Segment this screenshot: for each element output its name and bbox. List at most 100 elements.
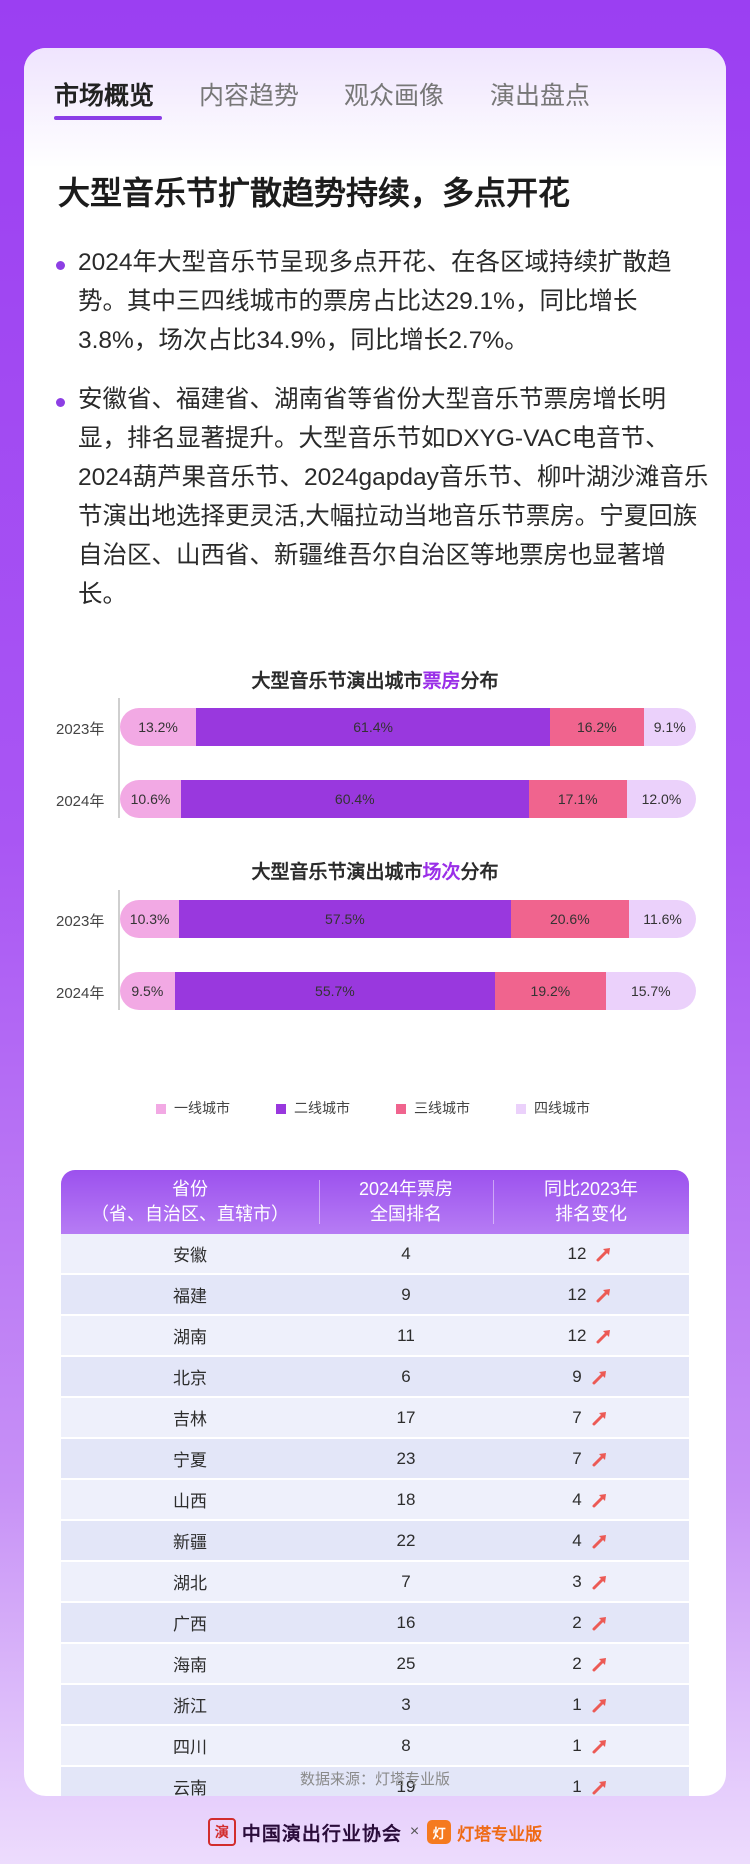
data-label: 12.0% bbox=[641, 791, 682, 807]
data-label: 19.2% bbox=[530, 983, 571, 999]
bar-segment: 15.7% bbox=[605, 972, 696, 1010]
rank-change-value: 4 bbox=[572, 1530, 582, 1550]
cell-rank-change: 1 bbox=[493, 1726, 689, 1765]
table-row: 北京 6 9 bbox=[61, 1357, 689, 1398]
year-label: 2023年 bbox=[56, 721, 105, 738]
cell-province: 云南 bbox=[173, 1779, 207, 1796]
table-body: 安徽 4 12 福建 9 12 湖南 11 12 北京 6 9 吉林 17 7 宁夏 23 7 山西 18 4 新疆 22 4… bbox=[61, 1234, 689, 1796]
rank-change-value: 7 bbox=[572, 1448, 582, 1468]
tab-bar: 市场概览 内容趋势 观众画像 演出盘点 bbox=[24, 48, 726, 128]
cell-rank: 16 bbox=[396, 1612, 416, 1632]
arrow-up-icon bbox=[592, 1698, 606, 1712]
bar-segment: 13.2% bbox=[120, 708, 197, 746]
rank-change-value: 1 bbox=[572, 1694, 582, 1714]
cell-rank: 17 bbox=[396, 1407, 416, 1427]
cell-rank-change: 2 bbox=[493, 1644, 689, 1683]
dengta-logo-text: 灯塔专业版 bbox=[457, 1824, 543, 1844]
cell-rank: 11 bbox=[397, 1325, 415, 1345]
table-row: 浙江 3 1 bbox=[61, 1685, 689, 1726]
arrow-up-icon bbox=[596, 1329, 611, 1343]
legend-item-tier1: 一线城市 bbox=[156, 1098, 230, 1118]
stacked-bar: 9.5% 55.7% 19.2% 15.7% bbox=[120, 972, 696, 1010]
cell-rank: 18 bbox=[396, 1489, 416, 1509]
cell-rank-change: 1 bbox=[493, 1767, 689, 1796]
arrow-up-icon bbox=[596, 1247, 611, 1261]
table-row: 福建 9 12 bbox=[61, 1275, 689, 1316]
arrow-up-icon bbox=[592, 1493, 606, 1507]
association-seal-logo: 演 bbox=[207, 1818, 236, 1846]
rank-change-value: 2 bbox=[572, 1653, 582, 1673]
year-label: 2024年 bbox=[56, 793, 105, 810]
bullet-dot bbox=[56, 261, 65, 270]
year-label: 2023年 bbox=[56, 913, 105, 930]
data-label: 11.6% bbox=[643, 911, 682, 927]
active-tab-indicator bbox=[54, 116, 162, 120]
bar-segment: 20.6% bbox=[510, 900, 630, 938]
bar-segment: 16.2% bbox=[550, 708, 644, 746]
cell-province: 山西 bbox=[173, 1492, 207, 1511]
chart-title-sessions: 大型音乐节演出城市场次分布 bbox=[251, 862, 499, 883]
footer-logos: 演 中国演出行业协会 × 灯 灯塔专业版 bbox=[0, 1812, 750, 1852]
legend-swatch bbox=[396, 1104, 406, 1115]
rank-change-value: 1 bbox=[572, 1735, 582, 1755]
arrow-up-icon bbox=[592, 1780, 606, 1794]
tab-content-trends[interactable]: 内容趋势 bbox=[199, 82, 300, 110]
bar-segment: 17.1% bbox=[528, 780, 627, 818]
data-label: 15.7% bbox=[630, 983, 671, 999]
chart-title-box-office: 大型音乐节演出城市票房分布 bbox=[251, 671, 499, 692]
bar-segment: 9.1% bbox=[643, 708, 696, 746]
data-label: 20.6% bbox=[549, 911, 590, 927]
arrow-up-icon bbox=[596, 1288, 611, 1302]
rank-change-value: 12 bbox=[567, 1284, 587, 1304]
bar-segment: 9.5% bbox=[120, 972, 175, 1010]
header-divider bbox=[493, 1180, 494, 1224]
card-header-gradient bbox=[24, 48, 726, 168]
cell-rank-change: 12 bbox=[493, 1275, 689, 1314]
column-header-rank-change: 同比2023年 排名变化 bbox=[543, 1179, 639, 1224]
bar-segment: 10.3% bbox=[120, 900, 180, 938]
table-row: 云南 19 1 bbox=[61, 1767, 689, 1796]
rank-change-value: 12 bbox=[567, 1243, 587, 1263]
cell-province: 四川 bbox=[173, 1738, 207, 1757]
bar-segment: 10.6% bbox=[120, 780, 181, 818]
tab-performance-review[interactable]: 演出盘点 bbox=[490, 82, 591, 110]
cell-province: 新疆 bbox=[173, 1533, 207, 1552]
table-row: 山西 18 4 bbox=[61, 1480, 689, 1521]
data-label: 9.5% bbox=[131, 983, 164, 999]
table-header: 省份 （省、自治区、直辖市） 2024年票房 全国排名 同比2023年 排名变化 bbox=[61, 1170, 689, 1234]
rank-change-value: 7 bbox=[572, 1407, 582, 1427]
rank-change-value: 2 bbox=[572, 1612, 582, 1632]
cell-province: 湖北 bbox=[173, 1574, 207, 1593]
legend-item-tier4: 四线城市 bbox=[516, 1098, 590, 1118]
tab-audience-profile[interactable]: 观众画像 bbox=[344, 82, 445, 110]
cell-rank-change: 2 bbox=[493, 1603, 689, 1642]
table-row: 安徽 4 12 bbox=[61, 1234, 689, 1275]
cell-rank: 9 bbox=[401, 1284, 411, 1304]
header-divider bbox=[319, 1180, 320, 1224]
association-logo-text: 中国演出行业协会 bbox=[241, 1823, 402, 1845]
cell-rank-change: 1 bbox=[493, 1685, 689, 1724]
rank-change-value: 4 bbox=[572, 1489, 582, 1509]
cell-rank: 25 bbox=[396, 1653, 416, 1673]
bar-segment: 61.4% bbox=[196, 708, 551, 746]
cell-rank: 3 bbox=[401, 1694, 411, 1714]
bar-segment: 12.0% bbox=[626, 780, 696, 818]
year-label: 2024年 bbox=[56, 985, 105, 1002]
table-row: 吉林 17 7 bbox=[61, 1398, 689, 1439]
arrow-up-icon bbox=[592, 1616, 606, 1630]
cell-rank-change: 3 bbox=[493, 1562, 689, 1601]
tab-market-overview[interactable]: 市场概览 bbox=[54, 82, 155, 110]
logo-separator: × bbox=[409, 1823, 420, 1840]
cell-province: 吉林 bbox=[173, 1410, 207, 1429]
arrow-up-icon bbox=[592, 1575, 606, 1589]
cell-province: 海南 bbox=[173, 1656, 207, 1675]
data-label: 10.6% bbox=[130, 791, 171, 807]
data-label: 55.7% bbox=[315, 983, 355, 999]
chart-axis-line bbox=[118, 890, 120, 1010]
cell-province: 湖南 bbox=[173, 1328, 207, 1347]
stacked-bar: 10.6% 60.4% 17.1% 12.0% bbox=[120, 780, 696, 818]
data-label: 17.1% bbox=[557, 791, 598, 807]
data-label: 61.4% bbox=[353, 719, 393, 735]
cell-province: 宁夏 bbox=[173, 1451, 207, 1470]
paragraph-2: 安徽省、福建省、湖南省等省份大型音乐节票房增长明显，排名显著提升。大型音乐节如D… bbox=[78, 386, 709, 608]
